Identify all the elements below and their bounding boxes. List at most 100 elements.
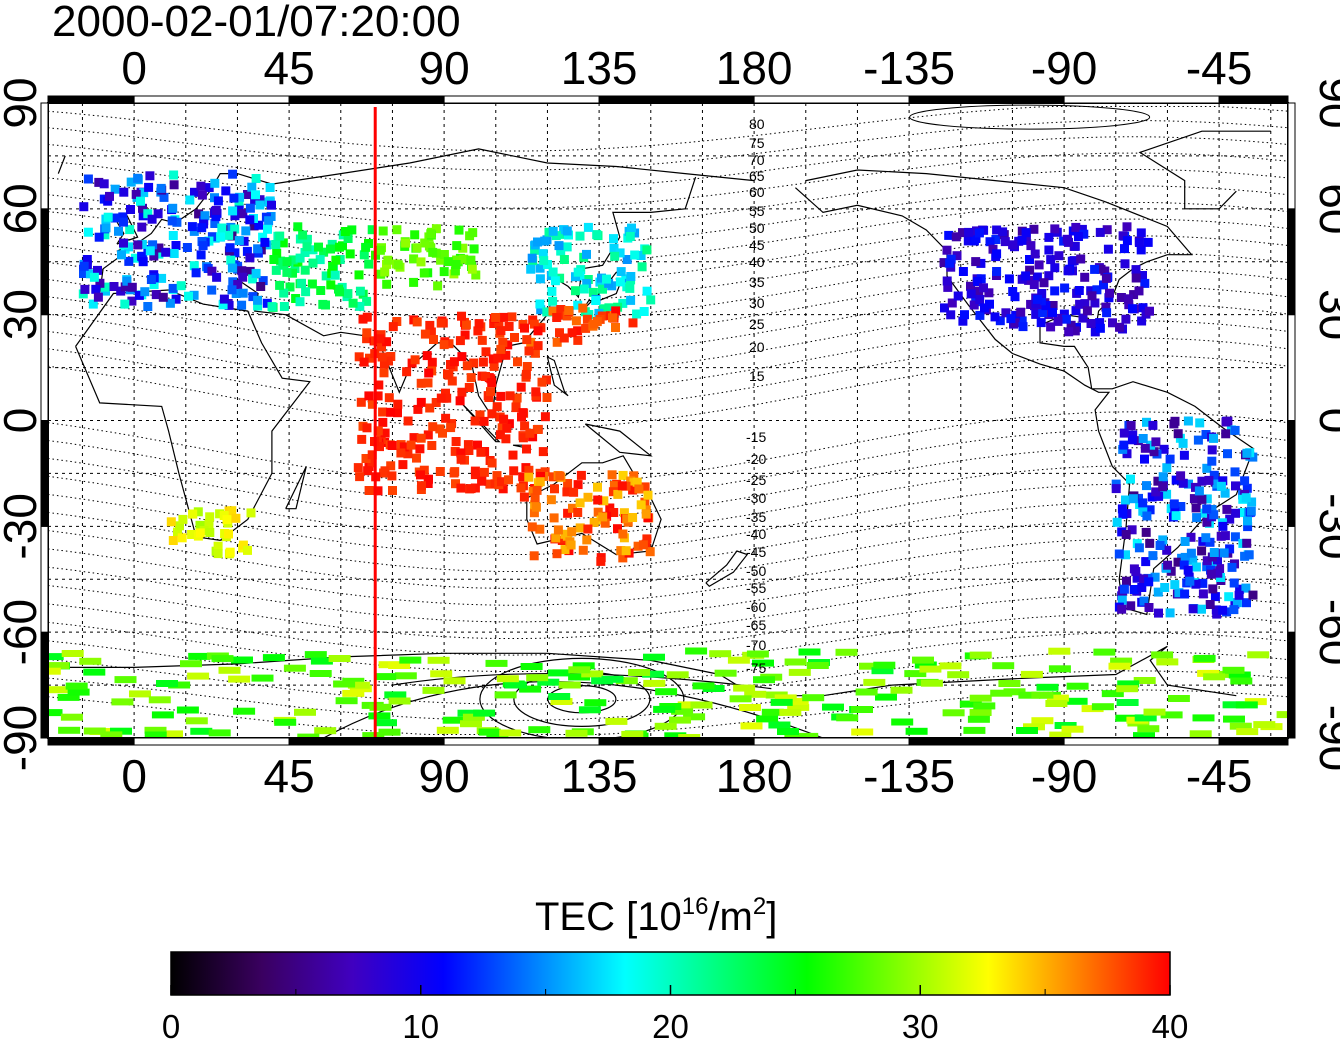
colorbar-title-exp: 16 bbox=[682, 893, 709, 920]
tec-cell bbox=[1004, 274, 1014, 284]
tec-cell bbox=[1045, 700, 1068, 707]
tec-cell bbox=[314, 727, 337, 735]
tec-cell bbox=[1116, 699, 1139, 706]
contour-line bbox=[48, 613, 1288, 672]
tec-cell bbox=[1119, 428, 1129, 438]
tec-cell bbox=[558, 681, 581, 689]
tec-cell bbox=[939, 258, 949, 268]
tec-cell bbox=[591, 296, 601, 305]
tec-cell bbox=[1122, 236, 1132, 246]
tec-cell bbox=[188, 509, 198, 519]
tec-cell bbox=[517, 412, 526, 422]
tec-cell bbox=[1048, 308, 1057, 317]
tec-cell bbox=[556, 305, 566, 314]
tec-cell bbox=[1017, 235, 1027, 245]
tec-cell bbox=[575, 498, 585, 508]
tec-cell bbox=[568, 673, 591, 681]
tec-cell bbox=[615, 277, 625, 287]
tec-cell bbox=[1229, 722, 1252, 730]
tec-cell bbox=[245, 253, 255, 263]
tec-cell bbox=[1066, 682, 1089, 690]
tec-cell bbox=[863, 678, 886, 686]
tec-cell bbox=[187, 222, 197, 232]
tec-cell bbox=[1011, 310, 1021, 320]
tec-cell bbox=[655, 688, 678, 696]
tec-cell bbox=[285, 282, 295, 292]
tec-cell bbox=[455, 396, 465, 406]
tec-cell bbox=[1242, 538, 1252, 548]
tec-cell bbox=[83, 174, 93, 184]
tec-cell bbox=[642, 534, 652, 544]
tec-cell bbox=[302, 242, 312, 252]
tec-cell bbox=[1133, 436, 1143, 446]
tec-cell bbox=[945, 258, 955, 268]
tec-cell bbox=[777, 728, 799, 735]
tec-cell bbox=[466, 373, 476, 383]
tec-cell bbox=[288, 268, 297, 278]
tec-cell bbox=[593, 482, 602, 492]
tec-cell bbox=[355, 301, 365, 311]
tec-cell bbox=[1202, 504, 1212, 514]
tec-cell bbox=[1191, 579, 1201, 589]
tec-cell bbox=[1230, 532, 1240, 542]
tec-cell bbox=[1229, 578, 1239, 588]
tec-cell bbox=[992, 249, 1002, 259]
tec-cell bbox=[125, 225, 135, 235]
tec-cell bbox=[1147, 492, 1157, 502]
tec-cell bbox=[194, 209, 204, 219]
tec-cell bbox=[114, 676, 137, 684]
tec-cell bbox=[140, 287, 150, 297]
tec-cell bbox=[127, 296, 137, 306]
tec-cell bbox=[527, 253, 537, 263]
contour-label-north: 15 bbox=[749, 368, 765, 384]
tec-cell bbox=[205, 528, 215, 537]
tec-cell bbox=[211, 205, 221, 215]
tec-cell bbox=[567, 328, 577, 338]
tec-cell bbox=[904, 670, 927, 678]
tec-cell bbox=[275, 280, 285, 290]
tec-cell bbox=[533, 341, 543, 351]
tec-cell bbox=[1145, 306, 1154, 316]
tec-cell bbox=[93, 292, 103, 302]
tec-cell bbox=[243, 545, 252, 555]
tec-cell bbox=[573, 326, 583, 336]
tec-cell bbox=[1165, 608, 1175, 618]
tec-cell bbox=[1025, 265, 1035, 275]
tec-cell bbox=[157, 273, 167, 283]
tec-cell bbox=[1174, 588, 1184, 598]
frame-bar-bottom bbox=[598, 737, 755, 746]
tec-cell bbox=[638, 540, 648, 550]
tec-cell bbox=[416, 397, 426, 407]
tec-cell bbox=[1140, 454, 1149, 464]
tec-cell bbox=[527, 522, 537, 532]
tec-cell bbox=[193, 507, 203, 517]
tec-cell bbox=[156, 183, 166, 193]
tec-cell bbox=[457, 311, 466, 321]
tec-cell bbox=[967, 715, 990, 723]
tec-cell bbox=[429, 335, 438, 344]
tec-cell bbox=[1136, 245, 1146, 255]
tec-cell bbox=[388, 662, 411, 669]
tec-cell bbox=[83, 727, 106, 735]
tec-cell bbox=[450, 467, 460, 477]
tec-cell bbox=[1207, 557, 1217, 567]
tec-cell bbox=[1201, 533, 1211, 543]
tec-cell bbox=[402, 367, 412, 377]
tec-cell bbox=[300, 248, 310, 257]
tec-cell bbox=[1141, 527, 1151, 537]
tec-cell bbox=[1247, 651, 1270, 659]
tec-cell bbox=[100, 230, 110, 240]
tec-cell bbox=[1103, 244, 1113, 254]
tec-cell bbox=[367, 225, 377, 235]
tec-cell bbox=[1054, 722, 1077, 729]
tec-cell bbox=[258, 276, 268, 286]
tec-cell bbox=[228, 206, 238, 216]
tec-cell bbox=[302, 234, 312, 244]
tec-cell bbox=[1026, 299, 1036, 309]
right-latitude-tick-label: 0 bbox=[1310, 408, 1340, 434]
tec-cell bbox=[94, 232, 104, 242]
tec-cell bbox=[271, 240, 281, 249]
tec-cell bbox=[419, 268, 429, 278]
tec-cell bbox=[1054, 251, 1064, 261]
tec-cell bbox=[671, 707, 694, 715]
